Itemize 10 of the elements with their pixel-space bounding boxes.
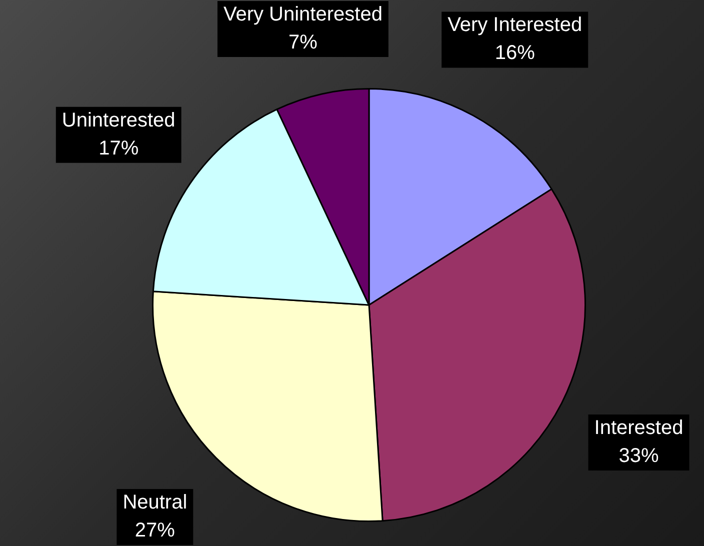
- slice-label: Uninterested: [62, 109, 176, 132]
- slice-label: Interested: [594, 416, 684, 439]
- data-label: 27%: [134, 520, 176, 542]
- data-label: 17%: [98, 137, 139, 160]
- data-label: 16%: [494, 42, 536, 64]
- slice-label: Neutral: [122, 492, 188, 514]
- slice-label: Very Uninterested: [223, 4, 382, 26]
- slice-label: Very Interested: [448, 14, 582, 36]
- data-label: 33%: [618, 444, 659, 467]
- data-label: 7%: [288, 32, 318, 54]
